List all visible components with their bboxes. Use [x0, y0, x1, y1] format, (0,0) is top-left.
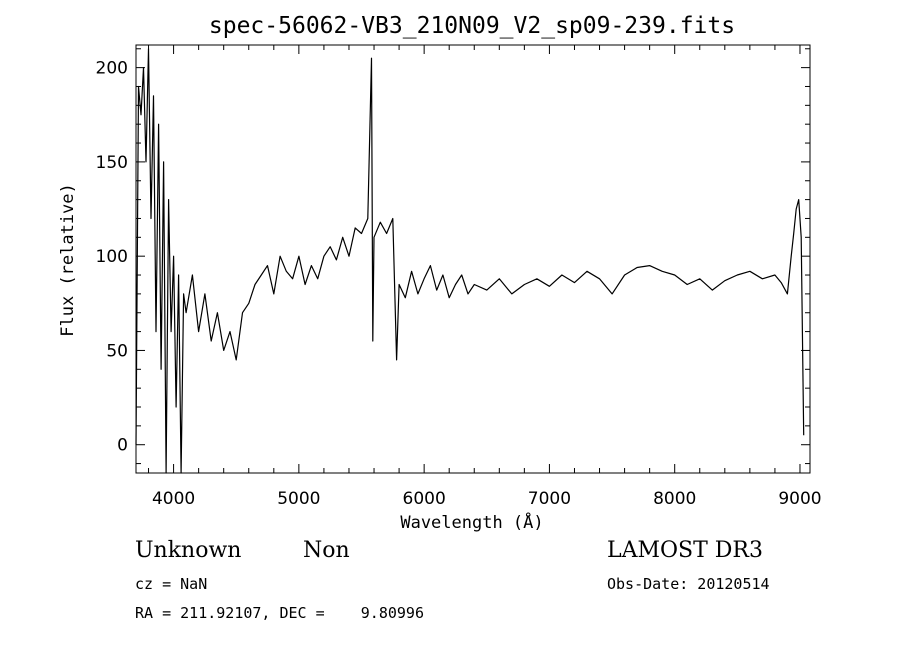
axis-ticks [136, 45, 810, 473]
y-tick-label: 50 [106, 341, 128, 361]
redshift-cz: cz = NaN [135, 575, 208, 593]
survey-name: LAMOST DR3 [607, 538, 763, 563]
plot-frame [135, 44, 811, 474]
obs-date: Obs-Date: 20120514 [607, 575, 770, 593]
spectral-subclass: Non [303, 538, 350, 563]
x-tick-labels: 4000 5000 6000 7000 8000 9000 [152, 489, 822, 509]
y-tick-labels: 0 50 100 150 200 [96, 59, 128, 456]
y-tick-label: 100 [96, 247, 128, 267]
flux-series-line [135, 48, 805, 474]
x-tick-label: 7000 [528, 489, 571, 509]
ra-dec: RA = 211.92107, DEC = 9.80996 [135, 604, 424, 622]
x-tick-label: 9000 [778, 489, 821, 509]
y-axis-label: Flux (relative) [58, 183, 78, 337]
x-tick-label: 8000 [653, 489, 696, 509]
spectral-class: Unknown [135, 538, 242, 563]
x-tick-label: 5000 [277, 489, 320, 509]
chart-title: spec-56062-VB3_210N09_V2_sp09-239.fits [209, 13, 735, 39]
y-tick-label: 150 [96, 153, 128, 173]
x-tick-label: 4000 [152, 489, 195, 509]
x-axis-label: Wavelength (Å) [400, 511, 543, 533]
y-tick-label: 200 [96, 59, 128, 79]
y-tick-label: 0 [117, 436, 128, 456]
x-tick-label: 6000 [403, 489, 446, 509]
